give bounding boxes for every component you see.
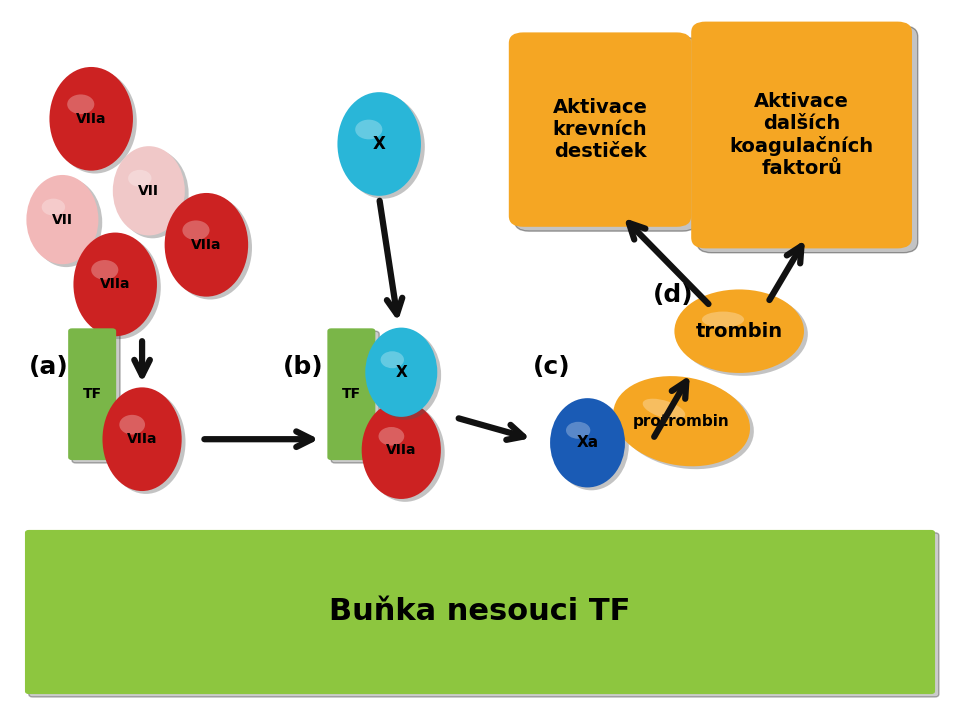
Ellipse shape <box>107 390 185 494</box>
Ellipse shape <box>165 193 249 297</box>
Ellipse shape <box>366 404 444 502</box>
Text: TF: TF <box>342 387 361 401</box>
Text: Xa: Xa <box>576 436 599 450</box>
Ellipse shape <box>550 398 625 487</box>
Text: VII: VII <box>138 184 159 198</box>
Ellipse shape <box>642 399 685 420</box>
FancyBboxPatch shape <box>509 32 691 227</box>
Ellipse shape <box>169 196 252 300</box>
Text: VIIa: VIIa <box>386 443 417 457</box>
Ellipse shape <box>613 376 750 467</box>
Ellipse shape <box>50 67 132 171</box>
Ellipse shape <box>365 328 437 417</box>
Ellipse shape <box>182 220 209 240</box>
Ellipse shape <box>355 120 382 140</box>
Ellipse shape <box>128 170 152 186</box>
Ellipse shape <box>41 199 65 215</box>
Text: trombin: trombin <box>696 322 782 341</box>
Ellipse shape <box>103 387 181 491</box>
Ellipse shape <box>554 401 629 490</box>
Ellipse shape <box>113 146 184 235</box>
Text: VIIa: VIIa <box>127 432 157 446</box>
Ellipse shape <box>73 233 156 336</box>
Ellipse shape <box>77 235 161 339</box>
Text: X: X <box>396 365 407 379</box>
FancyBboxPatch shape <box>697 26 918 253</box>
Ellipse shape <box>675 289 804 373</box>
FancyBboxPatch shape <box>29 533 939 697</box>
Ellipse shape <box>678 292 807 376</box>
Ellipse shape <box>702 312 744 328</box>
FancyBboxPatch shape <box>331 331 379 463</box>
Text: (a): (a) <box>29 355 68 379</box>
Ellipse shape <box>117 149 188 238</box>
Ellipse shape <box>342 95 424 199</box>
Text: Buňka nesouci TF: Buňka nesouci TF <box>329 598 631 626</box>
FancyBboxPatch shape <box>691 22 912 248</box>
Text: TF: TF <box>83 387 102 401</box>
Ellipse shape <box>362 401 441 499</box>
Ellipse shape <box>369 330 442 420</box>
Text: X: X <box>372 135 386 153</box>
FancyBboxPatch shape <box>327 328 375 460</box>
Text: (d): (d) <box>653 283 693 307</box>
Text: Aktivace
krevních
destiček: Aktivace krevních destiček <box>553 98 647 161</box>
Ellipse shape <box>26 175 99 264</box>
Text: protrombin: protrombin <box>634 414 730 428</box>
FancyBboxPatch shape <box>68 328 116 460</box>
Text: VII: VII <box>52 212 73 227</box>
Text: Aktivace
dalších
koagulačních
faktorů: Aktivace dalších koagulačních faktorů <box>730 92 874 178</box>
Ellipse shape <box>338 92 421 196</box>
Ellipse shape <box>91 260 118 280</box>
Ellipse shape <box>378 427 404 446</box>
FancyBboxPatch shape <box>515 37 697 231</box>
FancyBboxPatch shape <box>72 331 120 463</box>
Ellipse shape <box>380 351 404 368</box>
Ellipse shape <box>119 415 145 435</box>
FancyBboxPatch shape <box>25 530 935 694</box>
Ellipse shape <box>31 178 103 267</box>
Ellipse shape <box>617 379 754 469</box>
Text: VIIa: VIIa <box>191 238 222 252</box>
Text: (b): (b) <box>283 355 324 379</box>
Text: VIIa: VIIa <box>76 112 107 126</box>
Ellipse shape <box>54 70 137 174</box>
Text: VIIa: VIIa <box>100 277 131 292</box>
Text: (c): (c) <box>533 355 570 379</box>
Ellipse shape <box>67 94 94 114</box>
Ellipse shape <box>566 422 590 438</box>
